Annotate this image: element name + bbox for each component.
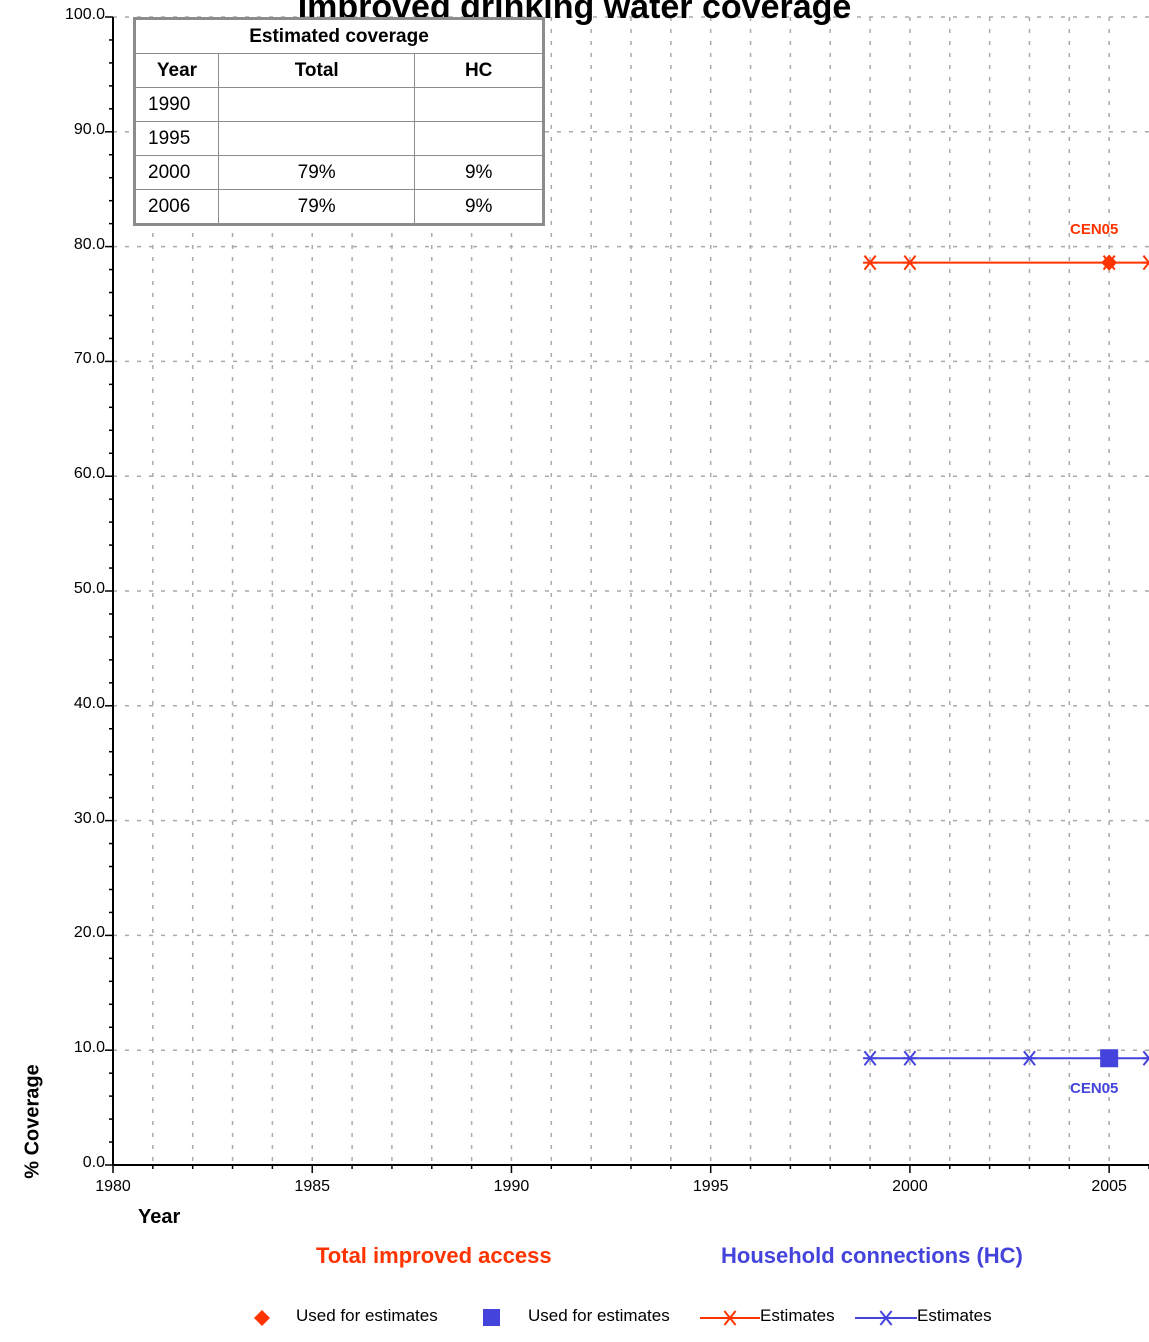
table-cell-year: 1995 bbox=[134, 121, 219, 156]
y-tick-label: 0.0 bbox=[82, 1154, 105, 1171]
table-col-hc: HC bbox=[414, 53, 544, 88]
legend-label-hc-survey: Used for estimates bbox=[528, 1306, 670, 1325]
hc-estimate-point bbox=[863, 1050, 878, 1066]
legend-total-star-icon bbox=[723, 1310, 737, 1326]
table-row: 2000 79% 9% bbox=[134, 155, 544, 190]
total-survey-diamond bbox=[1101, 254, 1118, 271]
x-tick-label: 1985 bbox=[294, 1178, 331, 1195]
hc-estimate-point bbox=[1022, 1050, 1037, 1066]
y-tick-label: 60.0 bbox=[73, 465, 105, 483]
x-axis-title: Year bbox=[138, 1206, 181, 1228]
legend-square-icon bbox=[483, 1309, 500, 1326]
y-tick-label: 20.0 bbox=[73, 924, 105, 942]
legend-label-total-survey: Used for estimates bbox=[296, 1306, 438, 1325]
total-estimate-point bbox=[902, 255, 917, 271]
x-tick-label: 1980 bbox=[95, 1178, 131, 1195]
y-tick-label: 80.0 bbox=[73, 235, 105, 253]
legend-label-hc-estimates: Estimates bbox=[917, 1306, 992, 1325]
y-axis-title: % Coverage bbox=[21, 1064, 44, 1179]
total-estimate-point bbox=[863, 255, 878, 271]
table-row: 2006 79% 9% bbox=[134, 189, 544, 225]
table-cell-year: 2006 bbox=[134, 189, 219, 225]
legend-label-total-estimates: Estimates bbox=[760, 1306, 835, 1325]
table-cell-hc: 9% bbox=[414, 155, 544, 190]
table-row: 1995 bbox=[134, 121, 544, 156]
total-group-label: Total improved access bbox=[316, 1243, 552, 1268]
y-tick-label: 100.0 bbox=[64, 6, 105, 23]
x-tick-label: 2000 bbox=[892, 1178, 928, 1195]
table-cell-hc: 9% bbox=[414, 189, 544, 225]
legend-hc-star-icon bbox=[879, 1310, 893, 1326]
y-tick-label: 90.0 bbox=[73, 120, 105, 138]
y-tick-label: 10.0 bbox=[73, 1039, 105, 1057]
table-cell-hc bbox=[414, 121, 544, 156]
y-tick-label: 40.0 bbox=[73, 694, 105, 712]
table-cell-total bbox=[217, 87, 416, 122]
y-tick-label: 50.0 bbox=[73, 580, 105, 597]
table-cell-year: 1990 bbox=[134, 87, 219, 122]
x-tick-label: 1990 bbox=[493, 1178, 530, 1195]
total-point-label: CEN05 bbox=[1070, 221, 1119, 238]
x-tick-label: 1995 bbox=[692, 1178, 729, 1195]
table-row: 1990 bbox=[134, 87, 544, 122]
estimated-coverage-table: Estimated coverage Year Total HC 1990 19… bbox=[133, 17, 545, 226]
table-col-year: Year bbox=[134, 53, 219, 88]
table-heading: Estimated coverage bbox=[134, 18, 544, 54]
y-tick-label: 70.0 bbox=[73, 350, 105, 368]
y-tick-label: 30.0 bbox=[73, 809, 105, 827]
hc-estimate-point bbox=[902, 1050, 917, 1066]
table-cell-year: 2000 bbox=[134, 155, 219, 190]
table-cell-hc bbox=[414, 87, 544, 122]
table-cell-total: 79% bbox=[217, 155, 416, 190]
table-col-total: Total bbox=[217, 53, 416, 88]
legend-diamond-icon bbox=[254, 1310, 270, 1326]
total-estimate-point bbox=[1142, 255, 1149, 271]
hc-point-label: CEN05 bbox=[1070, 1080, 1119, 1097]
hc-group-label: Household connections (HC) bbox=[721, 1243, 1023, 1268]
hc-survey-square bbox=[1100, 1049, 1119, 1068]
table-cell-total: 79% bbox=[217, 189, 416, 225]
x-tick-label: 2005 bbox=[1091, 1178, 1127, 1195]
hc-estimate-point bbox=[1142, 1050, 1149, 1066]
table-cell-total bbox=[217, 121, 416, 156]
